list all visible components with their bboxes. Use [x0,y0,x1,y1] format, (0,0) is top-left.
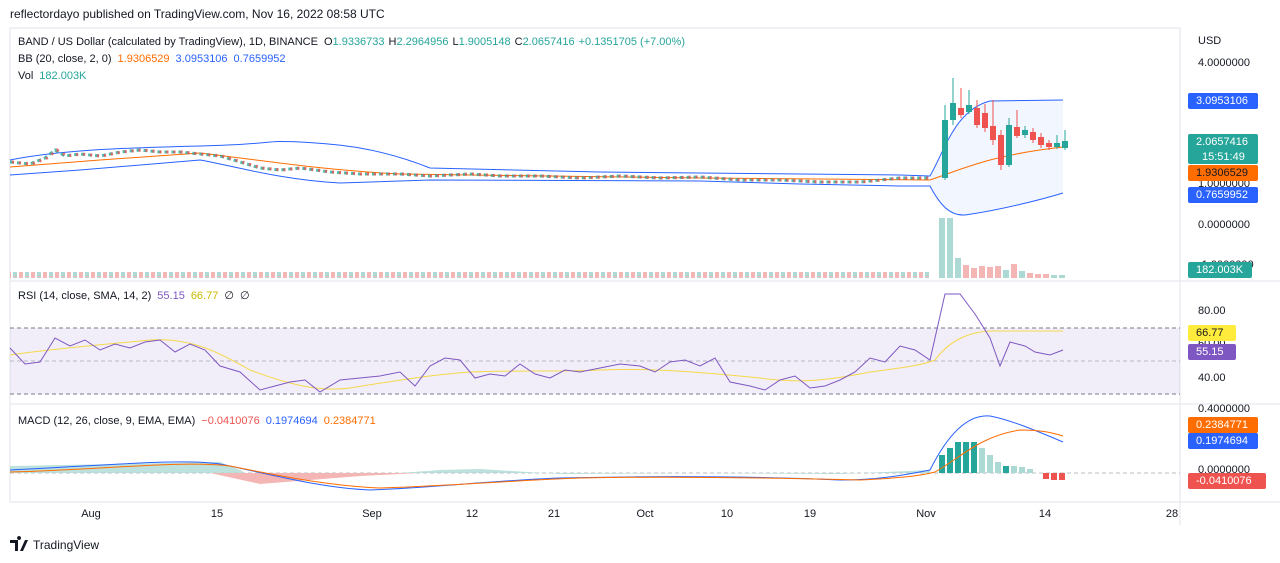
time-axis: Aug 15 Sep 12 21 Oct 10 19 Nov 14 28 [81,508,1178,520]
time-label: 28 [1166,508,1178,520]
countdown: 15:51:49 [1202,151,1245,163]
axis-label: 40.00 [1198,372,1226,384]
price-tag: 0.7659952 [1196,189,1248,201]
macd-signal [9,429,1064,489]
time-label: 10 [721,508,733,520]
macd-axis: 0.4000000 0.0000000 0.2384771 0.1974694 … [1188,403,1266,489]
time-label: 12 [466,508,478,520]
rsi-tag: 66.77 [1196,327,1224,339]
time-label: 21 [548,508,560,520]
rsi-pane: RSI (14, close, SMA, 14, 2) 55.15 66.77 ∅ ∅ [9,290,1180,395]
axis-label: 0.0000000 [1198,464,1250,476]
rsi-line [9,293,1064,393]
time-label: 14 [1039,508,1051,520]
price-tag: 3.0953106 [1196,95,1248,107]
axis-label: 0.0000000 [1198,219,1250,231]
macd-tag: 0.2384771 [1196,419,1248,431]
legend-rsi: RSI (14, close, SMA, 14, 2) 55.15 66.77 ∅ ∅ [18,290,250,302]
currency: USD [1198,35,1221,47]
legend-bb: BB (20, close, 2, 0) 1.9306529 3.0953106 0.… [18,53,286,65]
price-tag: 1.9306529 [1196,167,1248,179]
legend-vol: Vol 182.003K [18,70,87,82]
main-pane: BAND / US Dollar (calculated by TradingV… [9,36,1068,278]
price-axis: USD 4.0000000 1.0000000 0.0000000 -1.000… [1188,35,1258,278]
macd-histogram [939,442,1065,480]
volume-spike [939,218,1065,278]
axis-label: 80.00 [1198,305,1226,317]
publisher: reflectordayo published on TradingView.c… [10,7,385,21]
macd-line [9,415,1064,491]
macd-pane: MACD (12, 26, close, 9, EMA, EMA) −0.0410… [9,415,1180,491]
volume-tag: 182.003K [1196,264,1244,276]
time-label: Sep [362,508,382,520]
nov-candles [942,78,1068,180]
macd-histogram [10,462,930,482]
price-tag: 2.0657416 [1196,136,1248,148]
time-label: 15 [211,508,223,520]
brand: TradingView [33,538,99,552]
time-label: 19 [804,508,816,520]
macd-histogram [210,473,420,484]
macd-tag: -0.0410076 [1196,475,1252,487]
axis-label: 0.4000000 [1198,403,1250,415]
time-label: Aug [81,508,101,520]
time-label: Oct [636,508,653,520]
price-candles [9,148,930,184]
price-candles [11,148,930,184]
axis-label: 4.0000000 [1198,57,1250,69]
bb-fill [930,100,1063,216]
chart-frame [9,27,1181,503]
bb-upper [9,99,1064,177]
rsi-tag: 55.15 [1196,346,1224,358]
footer-logo: TradingView [10,536,99,552]
legend-macd: MACD (12, 26, close, 9, EMA, EMA) −0.0410… [18,415,376,427]
macd-tag: 0.1974694 [1196,435,1248,447]
volume-bars [10,272,930,278]
rsi-axis: 80.00 60.00 40.00 66.77 55.15 [1188,305,1236,384]
rsi-sma [9,330,1063,390]
time-label: Nov [916,508,936,520]
bb-lower [9,159,1064,216]
legend-symbol: BAND / US Dollar (calculated by TradingV… [18,36,685,48]
bb-basis [9,146,1064,181]
